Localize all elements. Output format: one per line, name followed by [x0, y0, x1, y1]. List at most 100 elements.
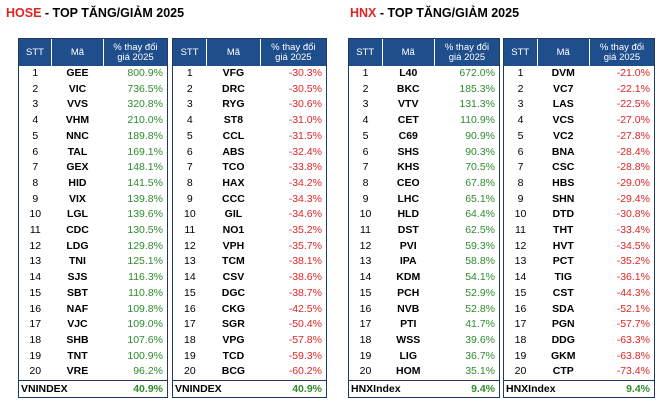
row-ticker: DDG — [551, 333, 575, 346]
row-stt: 15 — [514, 286, 527, 299]
table-row: 3 LAS -22.5% — [504, 97, 654, 113]
table-row: 19 LIG 36.7% — [349, 349, 499, 365]
row-stt: 14 — [183, 271, 196, 284]
row-change: -30.8% — [616, 208, 650, 221]
row-change: -31.0% — [288, 114, 322, 127]
index-summary-row: HNXIndex 9.4% — [349, 380, 499, 398]
header-code: Mã — [51, 39, 104, 66]
row-stt: 5 — [186, 129, 193, 142]
table-row: 20 HOM 35.1% — [349, 364, 499, 380]
row-change: 62.5% — [465, 224, 495, 237]
row-stt: 19 — [359, 349, 372, 362]
row-ticker: LDG — [66, 239, 89, 252]
row-ticker: NVB — [397, 302, 420, 315]
table-row: 11 THT -33.4% — [504, 223, 654, 239]
row-change: 148.1% — [127, 161, 163, 174]
row-change: -30.3% — [288, 67, 322, 79]
header-change: % thay đổi giá 2025 — [434, 39, 499, 66]
row-change: -50.4% — [288, 318, 322, 331]
table-row: 14 KDM 54.1% — [349, 270, 499, 286]
row-change: -36.1% — [616, 271, 650, 284]
row-change: 90.3% — [465, 145, 495, 158]
row-change: 64.4% — [465, 208, 495, 221]
table-row: 13 IPA 58.8% — [349, 254, 499, 270]
table-row: 16 SDA -52.1% — [504, 302, 654, 318]
row-ticker: DRC — [222, 82, 245, 95]
table-row: 10 LGL 139.6% — [19, 207, 167, 223]
row-stt: 4 — [362, 114, 369, 127]
row-ticker: THT — [553, 224, 574, 237]
row-change: 116.3% — [128, 271, 163, 284]
table-row: 18 DDG -63.3% — [504, 333, 654, 349]
table-row: 3 RYG -30.6% — [173, 97, 326, 113]
row-ticker: VVS — [66, 98, 88, 111]
row-ticker: DTD — [552, 208, 575, 221]
hnx-title-text: - TOP TĂNG/GIẢM 2025 — [376, 6, 520, 20]
row-stt: 13 — [514, 255, 527, 268]
hose-exchange-label: HOSE — [6, 6, 42, 20]
row-change: 125.1% — [127, 255, 163, 268]
index-change: 40.9% — [260, 380, 326, 398]
row-ticker: DVM — [551, 67, 575, 79]
row-stt: 3 — [32, 98, 39, 111]
row-stt: 8 — [32, 176, 39, 189]
row-change: 320.8% — [127, 98, 163, 111]
row-ticker: BCG — [221, 365, 246, 378]
row-ticker: GEX — [66, 161, 89, 174]
row-ticker: VIC — [68, 82, 87, 95]
row-stt: 18 — [183, 333, 196, 346]
row-ticker: TNT — [67, 349, 88, 362]
hnx-exchange-label: HNX — [350, 6, 377, 20]
row-change: 141.5% — [127, 176, 163, 189]
row-change: 90.9% — [465, 129, 495, 142]
row-change: 39.6% — [465, 333, 495, 346]
table-row: 10 GIL -34.6% — [173, 207, 326, 223]
row-ticker: HAX — [222, 176, 245, 189]
row-change: -27.8% — [616, 129, 650, 142]
table-row: 7 KHS 70.5% — [349, 160, 499, 176]
row-change: 67.8% — [465, 176, 495, 189]
row-stt: 15 — [359, 286, 372, 299]
table-row: 15 CST -44.3% — [504, 286, 654, 302]
header-stt: STT — [173, 39, 208, 66]
hnx-gainers-table: STT Mã% thay đổi giá 2025 1 L40 672.0% 2 BKC 185… — [348, 38, 500, 399]
row-stt: 16 — [183, 302, 196, 315]
row-ticker: VRE — [66, 365, 89, 378]
row-change: -31.5% — [288, 129, 322, 142]
row-ticker: NAF — [66, 302, 89, 315]
table-row: 16 NVB 52.8% — [349, 302, 499, 318]
row-ticker: RYG — [222, 98, 245, 111]
row-change: -59.3% — [288, 349, 322, 362]
table-row: 8 HAX -34.2% — [173, 176, 326, 192]
index-summary-row: VNINDEX 40.9% — [173, 380, 326, 398]
row-ticker: TIG — [554, 271, 573, 284]
table-row: 7 CSC -28.8% — [504, 160, 654, 176]
row-ticker: CSC — [552, 161, 575, 174]
table-row: 10 HLD 64.4% — [349, 207, 499, 223]
row-change: -22.5% — [616, 98, 650, 111]
table-row: 15 SBT 110.8% — [19, 286, 167, 302]
row-stt: 9 — [362, 192, 369, 205]
row-ticker: CSV — [222, 271, 245, 284]
row-stt: 10 — [29, 208, 42, 221]
table-row: 18 SHB 107.6% — [19, 333, 167, 349]
table-row: 8 HID 141.5% — [19, 176, 167, 192]
table-row: 9 CCC -34.3% — [173, 192, 326, 208]
row-change: 109.8% — [127, 302, 163, 315]
row-change: 110.9% — [460, 114, 495, 127]
row-change: -27.0% — [616, 114, 650, 127]
row-change: -35.2% — [616, 255, 650, 268]
row-ticker: HBS — [552, 176, 575, 189]
row-change: -32.4% — [288, 145, 322, 158]
row-change: -29.4% — [616, 192, 650, 205]
row-change: 96.2% — [133, 365, 163, 378]
row-ticker: TCM — [222, 255, 245, 268]
row-change: 672.0% — [459, 67, 495, 79]
row-stt: 3 — [362, 98, 369, 111]
row-ticker: HLD — [397, 208, 420, 221]
row-stt: 6 — [32, 145, 39, 158]
row-ticker: PGN — [551, 318, 575, 331]
table-row: 11 CDC 130.5% — [19, 223, 167, 239]
row-change: 58.8% — [465, 255, 495, 268]
row-stt: 18 — [514, 333, 527, 346]
